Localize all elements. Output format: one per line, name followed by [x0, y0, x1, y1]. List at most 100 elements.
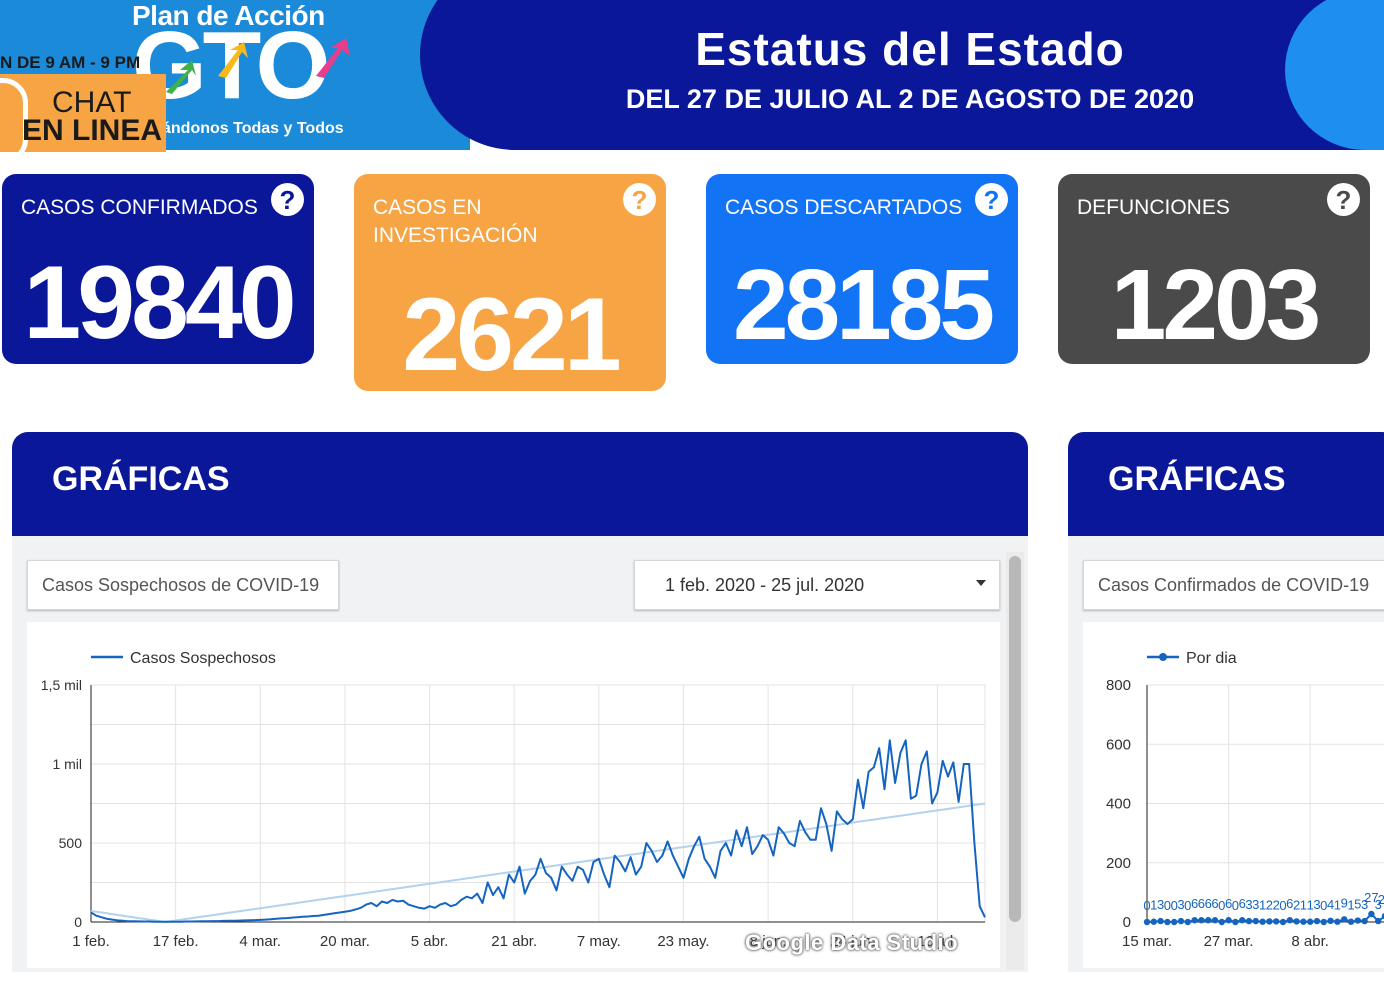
data-point [1191, 917, 1198, 924]
data-label: 3 [1177, 897, 1184, 912]
help-icon[interactable]: ? [975, 183, 1008, 216]
data-label: 1 [1259, 898, 1266, 913]
y-tick-label: 1,5 mil [41, 677, 82, 693]
data-point [1157, 917, 1164, 925]
status-date-range: DEL 27 DE JULIO AL 2 DE AGOSTO DE 2020 [625, 84, 1195, 114]
data-label: 3 [1361, 897, 1368, 912]
card-discarded-cases: CASOS DESCARTADOS ? 28185 [706, 174, 1018, 364]
x-tick-label: 8 jun. [750, 933, 787, 950]
date-range-picker[interactable]: 1 feb. 2020 - 25 jul. 2020 [634, 560, 1000, 610]
series-line-suspected [90, 739, 986, 923]
data-point [1266, 918, 1273, 925]
data-label: 6 [1225, 896, 1232, 911]
chat-bubble-icon[interactable] [0, 78, 28, 152]
data-point [1239, 917, 1246, 924]
x-tick-label: 24 jun. [830, 933, 875, 950]
data-label: 3 [1375, 897, 1382, 912]
data-label: 6 [1198, 896, 1205, 911]
scrollbar-thumb[interactable] [1009, 556, 1021, 922]
help-icon[interactable]: ? [1327, 183, 1360, 216]
x-tick-label: 10 jul. [917, 933, 957, 950]
data-point [1368, 910, 1375, 918]
data-label: 1 [1334, 898, 1341, 913]
data-label: 6 [1205, 896, 1212, 911]
y-tick-label: 0 [74, 914, 82, 930]
card-deaths-value: 1203 [1110, 249, 1321, 361]
x-tick-label: 1 feb. [72, 933, 110, 950]
section-graphs-header-2: GRÁFICAS [1068, 432, 1384, 536]
chart-suspected-cases: 0 500 1 mil 1,5 mil 1 feb. 17 feb. 4 mar. 20 ma… [41, 650, 986, 950]
x-tick-label: 4 mar. [239, 933, 281, 950]
legend-label: Por dia [1186, 650, 1237, 667]
data-label: 0 [1143, 898, 1150, 913]
data-label: 1 [1307, 898, 1314, 913]
legend-marker [1159, 653, 1167, 661]
data-label: 9 [1341, 895, 1348, 910]
data-point [1313, 917, 1321, 925]
data-label: 0 [1320, 898, 1327, 913]
section-graphs-title-2: GRÁFICAS [1108, 460, 1286, 498]
x-tick-label: 20 mar. [320, 933, 370, 950]
x-tick-label: 17 feb. [153, 933, 199, 950]
chat-label-line1[interactable]: CHAT [52, 86, 132, 119]
data-point [1381, 913, 1384, 920]
data-point [1334, 918, 1341, 925]
data-point [1354, 917, 1361, 924]
card-investigation-value: 2621 [402, 277, 621, 391]
data-label: 6 [1191, 896, 1198, 911]
data-point [1259, 918, 1266, 925]
x-tick-label: 8 abr. [1291, 933, 1329, 950]
header-banner: Plan de Acción GTO ándonos Todas y Todos… [0, 0, 1384, 152]
logo-arrow-green-icon [166, 60, 196, 94]
data-point [1218, 918, 1225, 926]
data-point [1273, 918, 1280, 925]
data-point [1184, 918, 1191, 926]
y-tick-label: 200 [1106, 855, 1131, 872]
data-label: 4 [1327, 897, 1334, 912]
data-point [1307, 918, 1314, 925]
help-icon[interactable]: ? [271, 183, 304, 216]
data-label: 6 [1286, 896, 1293, 911]
card-confirmed-value: 19840 [23, 245, 296, 361]
x-tick-label: 23 may. [657, 933, 709, 950]
data-point [1341, 916, 1348, 923]
data-point [1300, 918, 1307, 925]
card-investigation-label-line1: CASOS EN [373, 196, 482, 219]
data-point [1361, 917, 1368, 925]
data-point [1286, 917, 1293, 924]
data-label: 3 [1245, 897, 1252, 912]
watermark: Google Data Studio [745, 930, 959, 955]
data-label: 2 [1293, 897, 1300, 912]
data-label: 20 [1378, 892, 1384, 907]
data-label: 2 [1266, 897, 1273, 912]
data-point [1164, 918, 1171, 926]
header-status-panel [420, 0, 1384, 150]
card-discarded-value: 28185 [732, 249, 995, 361]
card-confirmed-label: CASOS CONFIRMADOS [21, 196, 258, 219]
data-point [1150, 918, 1157, 925]
data-label: 1 [1150, 898, 1157, 913]
y-tick-label: 500 [59, 835, 83, 851]
x-tick-label: 21 abr. [491, 933, 537, 950]
data-point [1327, 917, 1334, 925]
data-label: 5 [1354, 897, 1361, 912]
data-label: 6 [1239, 896, 1246, 911]
data-point [1232, 918, 1239, 926]
dropdown-caret-icon[interactable] [976, 580, 986, 586]
y-tick-label: 400 [1106, 796, 1131, 813]
chart-title-suspected: Casos Sospechosos de COVID-19 [27, 560, 339, 610]
data-label: 0 [1232, 898, 1239, 913]
brand-title: Plan de Acción [132, 0, 325, 31]
data-label: 0 [1164, 898, 1171, 913]
data-label: 0 [1171, 898, 1178, 913]
data-point [1320, 918, 1327, 926]
x-tick-label: 5 abr. [411, 933, 449, 950]
section-graphs-title: GRÁFICAS [52, 460, 230, 498]
data-point [1293, 918, 1300, 925]
help-icon[interactable]: ? [623, 183, 656, 216]
card-investigation-label: CASOS EN INVESTIGACIÓN [373, 194, 538, 250]
data-point [1211, 917, 1219, 924]
chat-label-line2[interactable]: EN LINEA [22, 114, 163, 147]
card-deaths: DEFUNCIONES ? 1203 [1058, 174, 1370, 364]
